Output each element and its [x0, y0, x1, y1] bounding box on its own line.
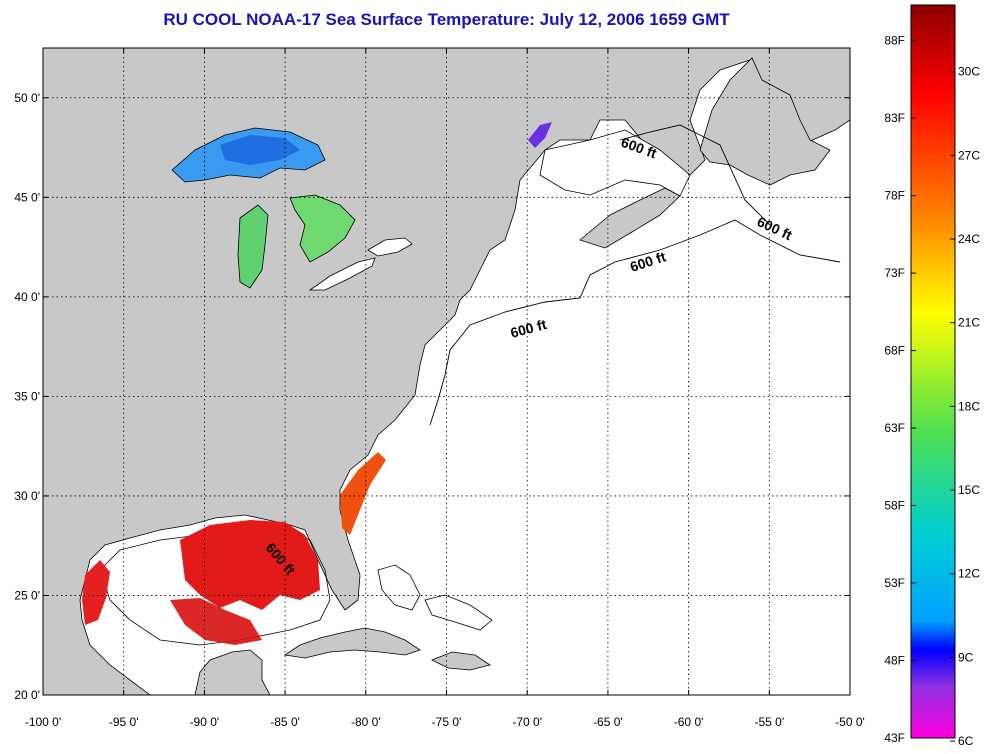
lake-huron: [289, 194, 356, 263]
lon-tick-label: -75 0': [432, 715, 462, 729]
lon-tick-label: -80 0': [351, 715, 381, 729]
colorbar-c-label: 24C: [958, 232, 980, 246]
bahamas-bank: [377, 564, 421, 611]
colorbar-c-label: 15C: [958, 483, 980, 497]
lon-tick-label: -55 0': [754, 715, 784, 729]
colorbar-c-label: 30C: [958, 65, 980, 79]
lon-tick-label: -100 0': [25, 715, 61, 729]
colorbar-c-label: 21C: [958, 316, 980, 330]
lon-tick-label: -70 0': [512, 715, 542, 729]
lon-tick-label: -50 0': [835, 715, 865, 729]
lake-michigan: [237, 204, 269, 289]
atlantic-shelf-contour: [429, 219, 841, 426]
lon-tick-label: -90 0': [190, 715, 220, 729]
colorbar-f-label: 88F: [884, 34, 905, 48]
lake-erie: [308, 257, 376, 291]
colorbar-f-label: 73F: [884, 266, 905, 280]
sst-patch-texas: [82, 560, 110, 625]
sst-patch-lake-superior-core: [220, 135, 300, 165]
colorbar-f-label: 53F: [884, 576, 905, 590]
colorbar-f-label: 43F: [884, 731, 905, 745]
colorbar-f-label: 68F: [884, 344, 905, 358]
land-yucatan: [194, 649, 271, 695]
sst-patch-st-lawrence: [528, 122, 552, 148]
labrador-shelf-contour: [619, 124, 771, 226]
sst-patch-gulf-north: [180, 520, 320, 610]
colorbar-c-label: 6C: [958, 734, 974, 748]
land-cuba: [283, 627, 421, 659]
colorbar-f-label: 78F: [884, 189, 905, 203]
bahamas-bank-2: [424, 594, 493, 631]
colorbar-c-label: 12C: [958, 567, 980, 581]
lat-tick-label: 35 0': [14, 389, 40, 403]
map-content: [43, 48, 850, 695]
lat-tick-label: 30 0': [14, 489, 40, 503]
lat-tick-label: 25 0': [14, 588, 40, 602]
lat-tick-label: 50 0': [14, 91, 40, 105]
colorbar-f-label: 63F: [884, 421, 905, 435]
lake-ontario: [367, 237, 413, 257]
lon-tick-label: -60 0': [674, 715, 704, 729]
colorbar-c-label: 27C: [958, 148, 980, 162]
lon-tick-label: -95 0': [109, 715, 139, 729]
lon-tick-label: -85 0': [270, 715, 300, 729]
colorbar-f-label: 48F: [884, 654, 905, 668]
colorbar-f-label: 83F: [884, 111, 905, 125]
gulf-st-lawrence: [539, 129, 691, 197]
lat-tick-label: 20 0': [14, 688, 40, 702]
sst-patch-atlantic-florida: [340, 452, 386, 535]
map-title: RU COOL NOAA-17 Sea Surface Temperature:…: [163, 10, 730, 29]
lon-axis: -100 0' -95 0' -90 0' -85 0' -80 0' -75 0' -70…: [25, 48, 865, 729]
colorbar-c-label: 9C: [958, 650, 974, 664]
colorbar: 88F 83F 78F 73F 68F 63F 58F 53F 48F 43F 30C 27C 24C…: [884, 4, 980, 748]
colorbar-scale: [910, 4, 956, 739]
lat-axis: 20 0' 25 0' 30 0' 35 0' 40 0' 45 0' 50 0': [14, 91, 850, 702]
colorbar-f-label: 58F: [884, 499, 905, 513]
lat-tick-label: 40 0': [14, 290, 40, 304]
lon-tick-label: -65 0': [593, 715, 623, 729]
land-north-america: [43, 48, 850, 695]
sst-patches: [82, 122, 552, 645]
colorbar-c-label: 18C: [958, 399, 980, 413]
colorbar-fahrenheit-labels: 88F 83F 78F 73F 68F 63F 58F 53F 48F 43F: [884, 34, 916, 745]
colorbar-celsius-labels: 30C 27C 24C 21C 18C 15C 12C 9C 6C: [950, 65, 980, 748]
lat-tick-label: 45 0': [14, 190, 40, 204]
land-newfoundland: [699, 57, 831, 186]
sst-patch-gulf-center: [170, 598, 262, 645]
